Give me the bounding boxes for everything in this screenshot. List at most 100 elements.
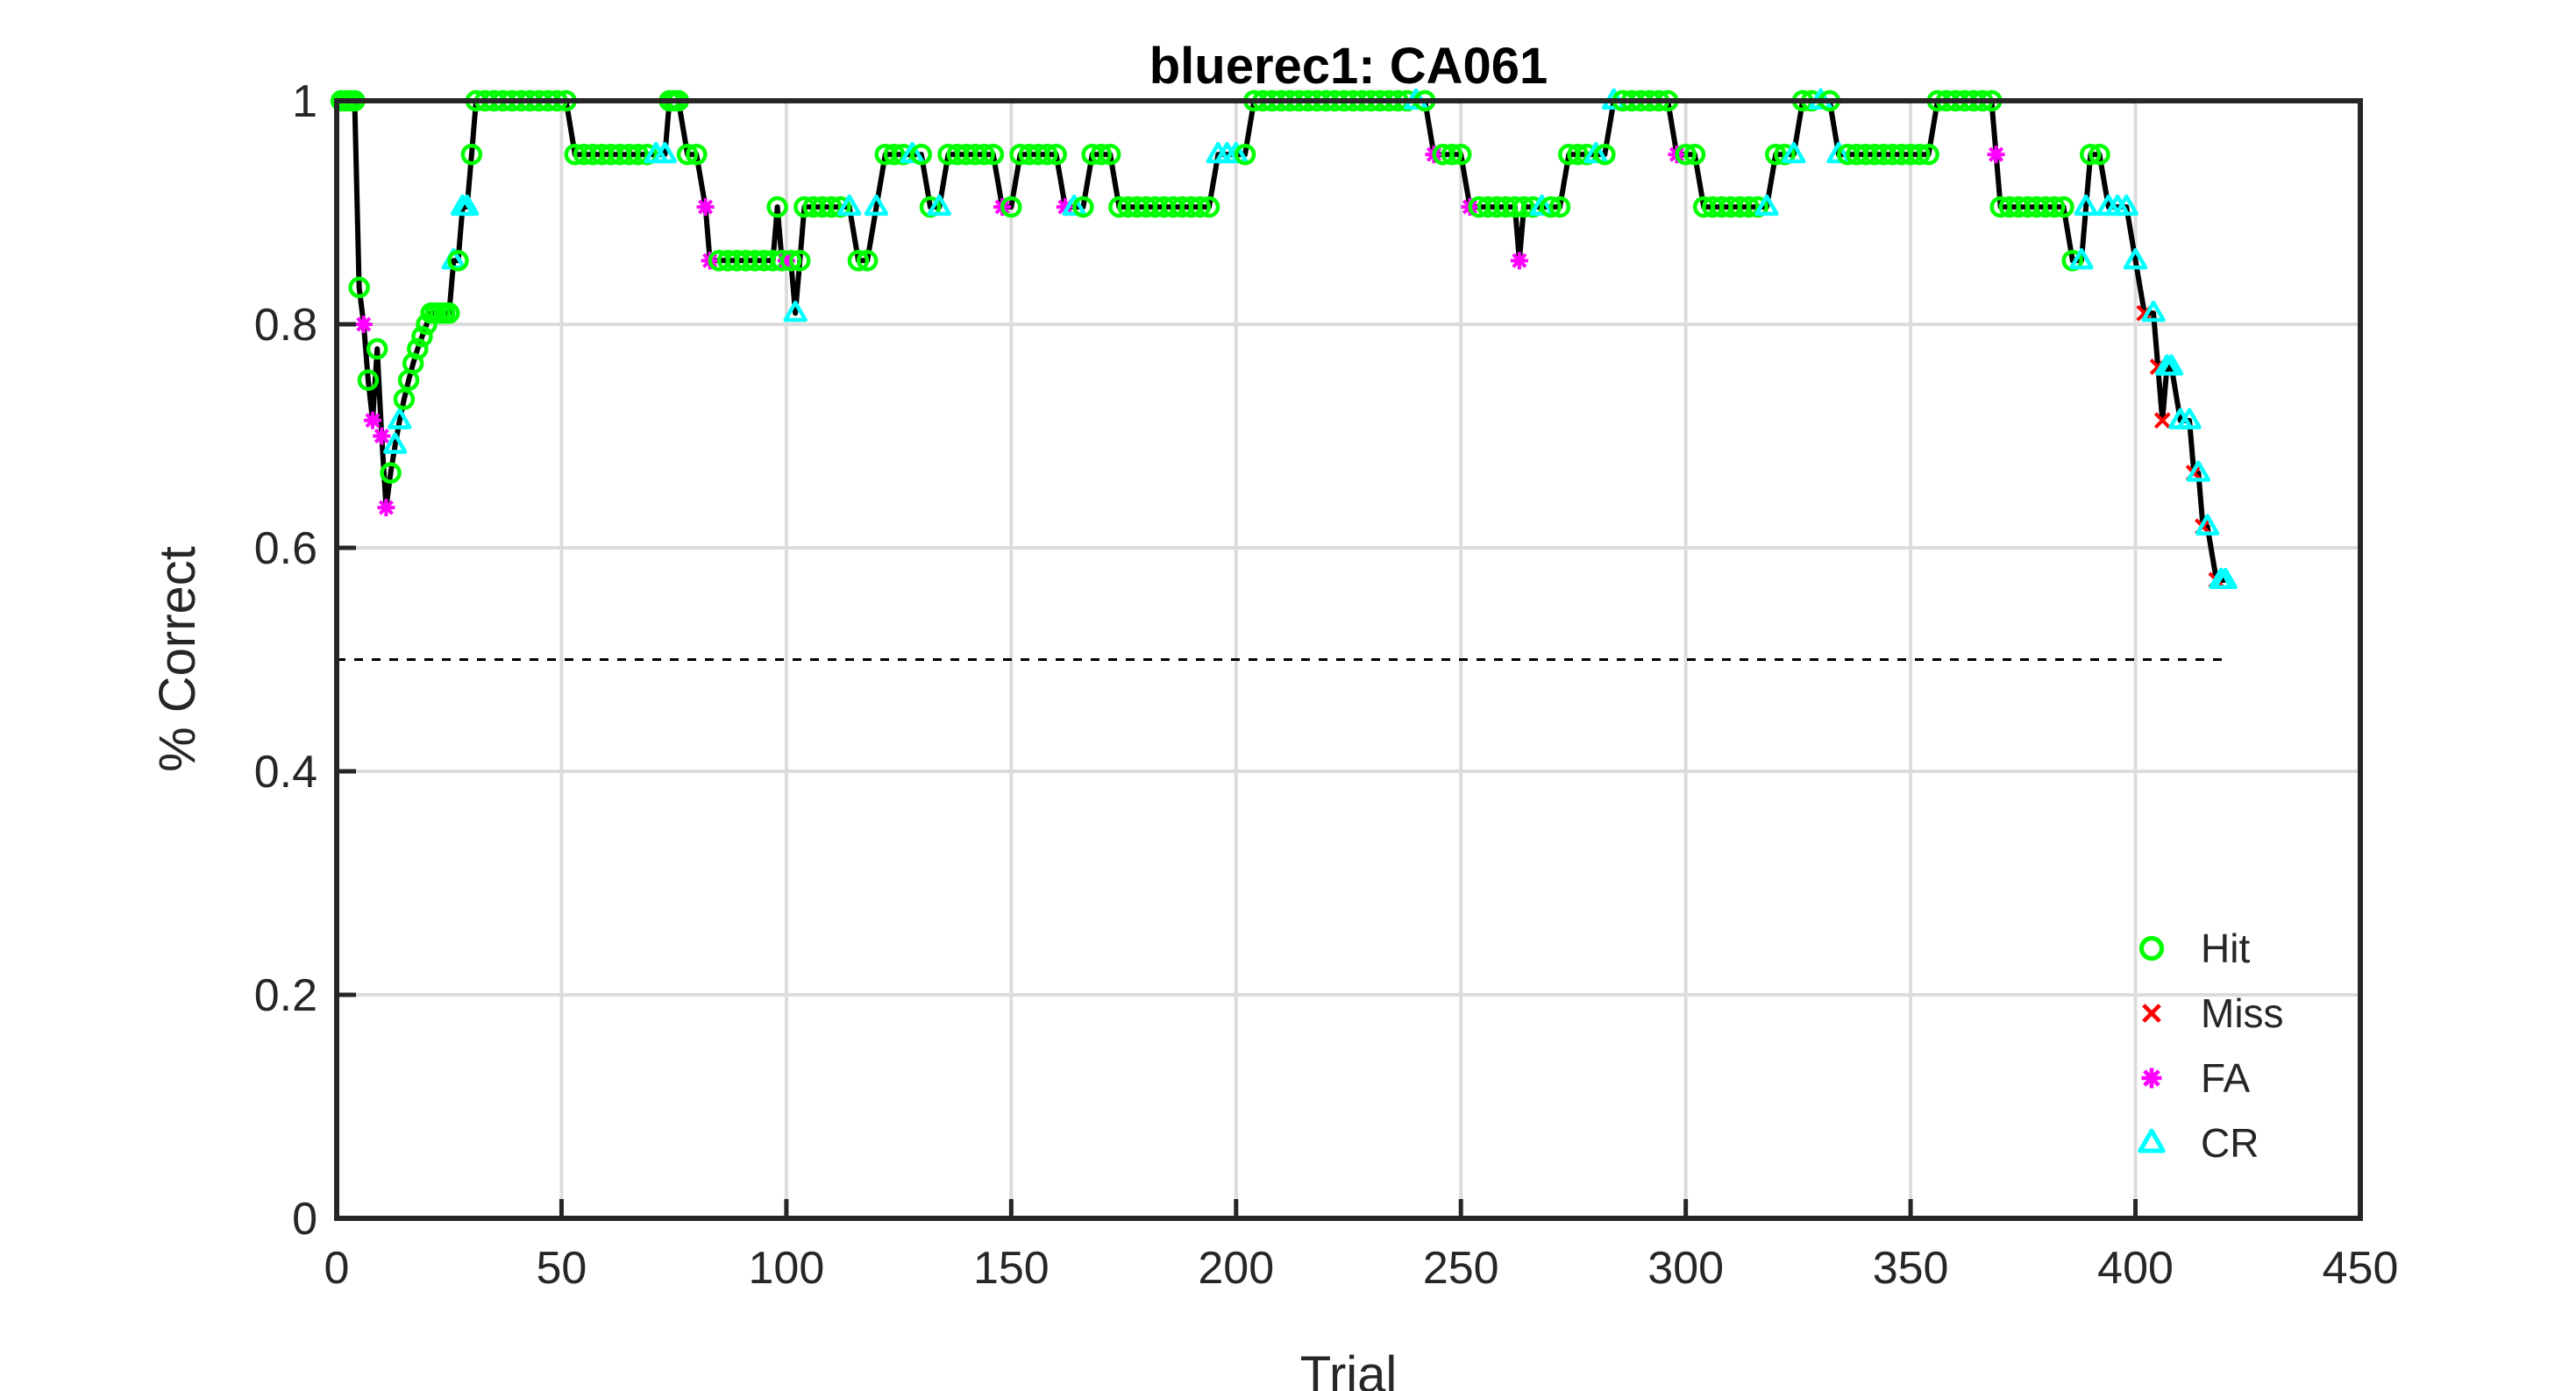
y-tick-label: 0.4 (254, 747, 317, 798)
cr-marker (2114, 194, 2138, 216)
cr-marker (2141, 301, 2166, 323)
legend-fa-label: FA (2201, 1055, 2251, 1101)
y-tick-label: 1 (292, 76, 317, 127)
x-tick-label: 250 (1423, 1243, 1499, 1294)
hit-marker (1000, 195, 1022, 218)
fa-marker (1510, 252, 1528, 270)
cr-marker (1826, 141, 1851, 164)
hit-marker (2080, 143, 2102, 166)
cr-marker (1782, 141, 1806, 164)
cr-marker (837, 194, 862, 216)
hit-marker (856, 250, 879, 272)
hit-marker (2043, 195, 2066, 218)
cr-marker (1062, 194, 1086, 216)
hit-marker (1441, 143, 1463, 166)
cr-marker (652, 141, 678, 164)
cr-marker (455, 194, 480, 216)
fa-marker (377, 499, 395, 517)
y-tick-label: 0.2 (254, 970, 317, 1021)
hit-marker (1567, 143, 1589, 166)
hit-marker (627, 143, 649, 166)
hit-marker (380, 462, 402, 484)
hit-marker (1675, 143, 1697, 166)
legend-cr-label: CR (2201, 1120, 2259, 1166)
cr-marker (927, 194, 951, 216)
x-tick-label: 300 (1647, 1243, 1724, 1294)
y-axis-ticks: 0 0.2 0.4 0.6 0.8 1 (254, 76, 356, 1245)
y-axis-label: % Correct (149, 546, 206, 772)
cr-marker (2195, 514, 2220, 536)
y-tick-label: 0.8 (254, 300, 317, 351)
hit-marker (2089, 143, 2110, 166)
cr-marker (783, 301, 808, 323)
cr-marker (2213, 567, 2238, 590)
hit-marker (686, 143, 708, 166)
hit-marker (789, 250, 811, 272)
hit-marker (2053, 195, 2074, 218)
hit-marker (973, 143, 995, 166)
hit-marker (1683, 143, 1706, 166)
hit-marker (883, 143, 906, 166)
x-tick-label: 150 (973, 1243, 1050, 1294)
fa-marker (354, 316, 373, 333)
legend: Hit Miss FA CR (2138, 926, 2284, 1166)
hit-marker (447, 250, 469, 272)
cr-marker (2123, 248, 2148, 270)
hit-marker (1918, 143, 1939, 166)
hit-marker (1234, 143, 1256, 166)
fa-marker (1056, 198, 1074, 216)
fa-marker (364, 411, 382, 429)
fa-marker (373, 427, 391, 445)
performance-line-layer (341, 98, 2226, 583)
y-tick-label: 0 (292, 1194, 317, 1245)
fa-marker (777, 252, 795, 270)
cr-marker (1529, 194, 1555, 216)
hit-marker (1072, 195, 1094, 218)
legend-cr-marker (2138, 1128, 2166, 1153)
hit-marker (820, 195, 843, 218)
hit-marker (460, 143, 483, 166)
cr-marker (2074, 194, 2098, 216)
hit-marker (982, 143, 1005, 166)
legend-fa-marker (2141, 1068, 2162, 1089)
hit-marker (1198, 195, 1220, 218)
legend-miss-marker (2142, 1004, 2161, 1023)
hit-marker (1764, 143, 1787, 166)
x-tick-label: 400 (2097, 1243, 2174, 1294)
legend-miss-label: Miss (2201, 990, 2284, 1036)
x-axis-label: Trial (1300, 1346, 1398, 1391)
hit-marker (1045, 143, 1067, 166)
hit-marker (366, 337, 388, 360)
hit-marker (1909, 143, 1931, 166)
x-tick-label: 100 (749, 1243, 825, 1294)
x-axis-ticks: 0 50 100 150 200 250 300 350 400 450 (324, 1199, 2399, 1294)
miss-marker (2153, 412, 2171, 429)
cr-marker (900, 141, 925, 164)
fa-marker (1987, 145, 2005, 164)
hit-marker (1036, 143, 1058, 166)
hit-marker (1548, 195, 1571, 218)
hit-marker (393, 388, 416, 410)
hit-marker (411, 325, 433, 348)
hit-marker (438, 302, 460, 324)
hit-marker (1512, 195, 1535, 218)
y-tick-label: 0.6 (254, 523, 317, 574)
hit-marker (1099, 143, 1121, 166)
legend-hit-label: Hit (2201, 926, 2250, 971)
hit-marker (1540, 195, 1562, 218)
cr-marker (2069, 248, 2094, 270)
cr-marker (1224, 141, 1249, 164)
hit-marker (1449, 143, 1472, 166)
hit-marker (1738, 195, 1760, 218)
chart-title: bluerec1: CA061 (1149, 38, 1548, 95)
hit-marker (847, 250, 870, 272)
hit-marker (676, 143, 699, 166)
hit-marker (348, 276, 370, 299)
cr-marker (2186, 460, 2211, 482)
x-tick-label: 200 (1198, 1243, 1274, 1294)
legend-hit-marker (2138, 935, 2165, 962)
cr-marker (1583, 141, 1608, 164)
x-tick-label: 450 (2323, 1243, 2399, 1294)
x-tick-label: 350 (1873, 1243, 1949, 1294)
